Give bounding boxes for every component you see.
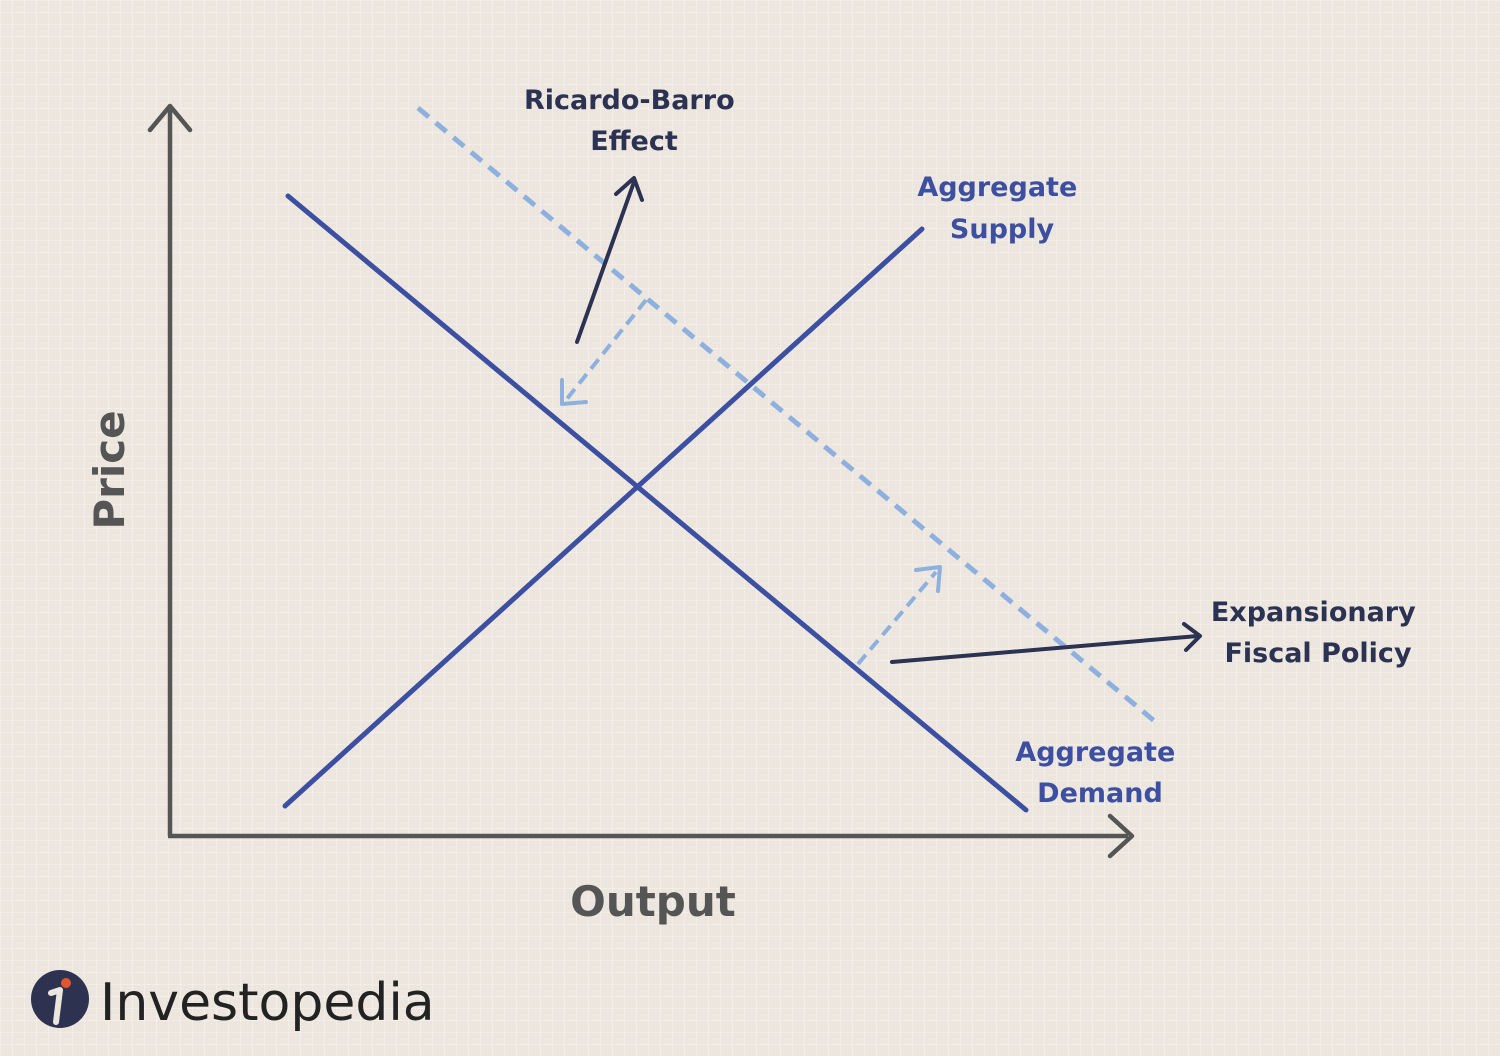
- aggregate-supply-label: Aggregate Supply: [917, 172, 1086, 245]
- expansionary-shift-arrow: [856, 565, 942, 666]
- expansionary-label-line-1: Expansionary: [1211, 597, 1416, 628]
- investopedia-logo-dot: [61, 978, 71, 988]
- ricardo-barro-label: Ricardo-Barro Effect: [524, 85, 744, 157]
- y-axis-label: Price: [85, 410, 134, 529]
- expansionary-shift-arrow-shaft: [856, 570, 938, 666]
- ricardo-barro-pointer: [575, 176, 644, 344]
- aggregate-supply-label-line-1: Aggregate: [917, 172, 1077, 203]
- aggregate-demand-label-line-1: Aggregate: [1015, 737, 1175, 768]
- x-axis-label: Output: [570, 877, 736, 926]
- ricardo-barro-shift-arrow: [560, 298, 648, 406]
- x-axis-arrowhead: [1107, 813, 1135, 859]
- expansionary-pointer-head: [1182, 622, 1202, 652]
- expansionary-fiscal-policy-label: Expansionary Fiscal Policy: [1211, 597, 1425, 669]
- investopedia-wordmark: Investopedia: [100, 973, 435, 1033]
- aggregate-supply-curve: [282, 226, 925, 809]
- y-axis-arrowhead: [147, 103, 193, 133]
- aggregate-supply-label-line-2: Supply: [950, 214, 1055, 245]
- aggregate-demand-label-line-2: Demand: [1037, 778, 1163, 809]
- ricardo-barro-shift-arrow-shaft: [564, 298, 648, 402]
- ricardo-barro-pointer-shaft: [575, 180, 636, 344]
- ricardo-barro-pointer-head: [614, 176, 644, 202]
- expansionary-label-line-2: Fiscal Policy: [1224, 638, 1412, 669]
- ricardo-barro-shift-arrow-head: [560, 378, 588, 406]
- aggregate-demand-label: Aggregate Demand: [1015, 737, 1184, 809]
- investopedia-logo-stroke: [48, 987, 63, 1025]
- aggregate-demand-curve: [285, 193, 1029, 813]
- ricardo-barro-label-line-2: Effect: [590, 126, 678, 157]
- expansionary-pointer: [890, 622, 1202, 664]
- expansionary-shift-arrow-head: [914, 565, 942, 593]
- ricardo-barro-label-line-1: Ricardo-Barro: [524, 85, 735, 116]
- expansionary-pointer-shaft: [890, 634, 1200, 664]
- axes: [147, 103, 1135, 859]
- investopedia-logo: Investopedia: [31, 970, 435, 1033]
